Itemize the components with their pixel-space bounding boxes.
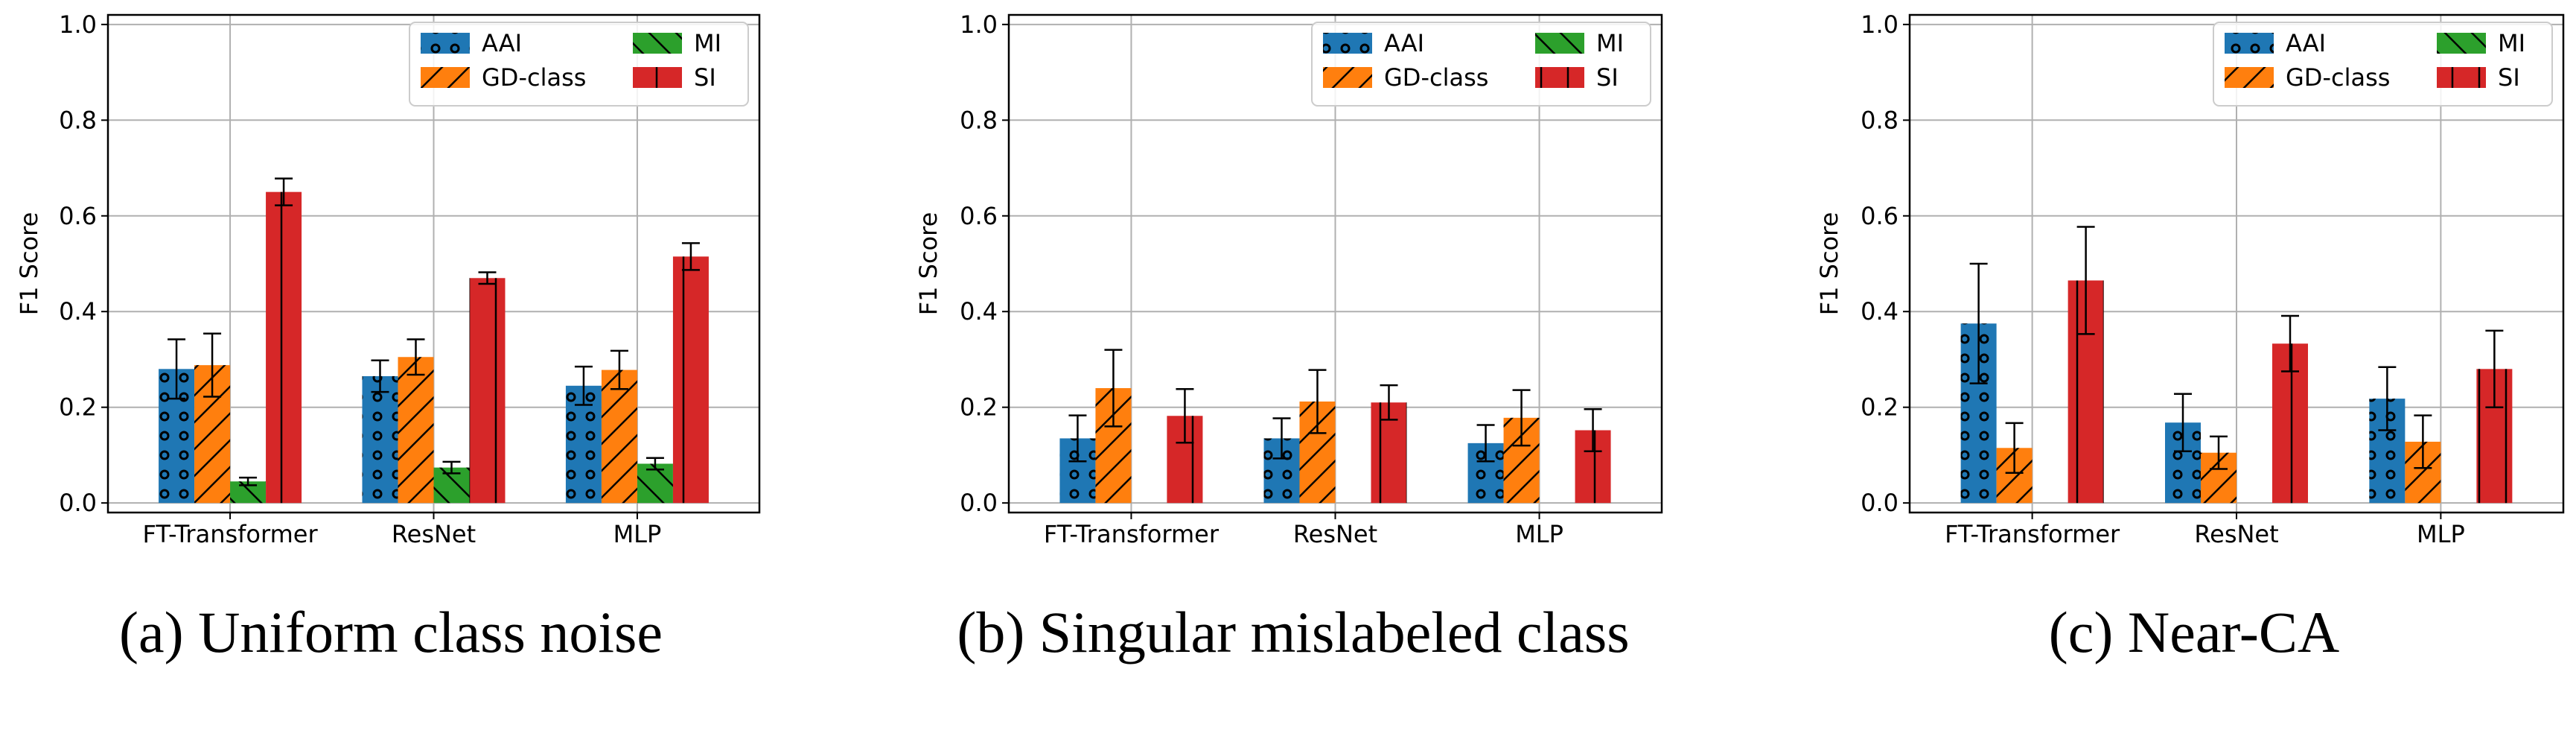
legend: AAI GD-class MI SI — [409, 22, 749, 107]
y-tick-label: 0.8 — [960, 106, 998, 134]
bar-hatch — [266, 191, 302, 504]
y-tick-label: 0.6 — [960, 202, 998, 230]
y-tick-label: 0.2 — [1861, 393, 1898, 422]
y-tick-label: 1.0 — [59, 10, 97, 39]
y-tick-label: 0.0 — [1861, 489, 1898, 517]
x-tick-label: ResNet — [1293, 520, 1377, 548]
x-tick-label: FT-Transformer — [143, 520, 319, 548]
legend-swatch-hatch — [1323, 33, 1372, 54]
y-tick-label: 0.6 — [59, 202, 97, 230]
bar-hatch — [398, 357, 434, 504]
y-tick-label: 0.2 — [960, 393, 998, 422]
legend-label-si: SI — [694, 63, 716, 92]
chart-caption: (b) Singular mislabeled class — [957, 600, 1629, 665]
legend-swatch-hatch — [1535, 33, 1584, 54]
chart-panel-2: 0.0 0.2 0.4 0.6 0.8 1.0 FT-Transformer ResNet ML… — [914, 10, 1663, 665]
chart-panel-1: 0.0 0.2 0.4 0.6 0.8 1.0 FT-Transformer ResNet ML… — [15, 10, 761, 665]
legend-label-si: SI — [2498, 63, 2520, 92]
y-axis-label: F1 Score — [15, 212, 43, 316]
y-tick-label: 0.0 — [960, 489, 998, 517]
chart-caption: (a) Uniform class noise — [119, 600, 663, 665]
chart-caption: (c) Near-CA — [2049, 600, 2339, 665]
legend-label-mi: MI — [2498, 29, 2525, 57]
legend-label-mi: MI — [1596, 29, 1624, 57]
x-tick-label: MLP — [613, 520, 662, 548]
legend-label-aai: AAI — [2286, 29, 2326, 57]
y-tick-label: 0.4 — [960, 297, 998, 326]
legend: AAI GD-class MI SI — [2213, 22, 2553, 107]
y-axis-label: F1 Score — [1815, 212, 1843, 316]
legend-label-gd-class: GD-class — [2286, 63, 2390, 92]
y-tick-label: 0.8 — [59, 106, 97, 134]
x-tick-label: FT-Transformer — [1044, 520, 1220, 548]
legend-swatch-hatch — [633, 33, 682, 54]
x-tick-label: FT-Transformer — [1945, 520, 2120, 548]
chart-panel-3: 0.0 0.2 0.4 0.6 0.8 1.0 FT-Transformer ResNet ML… — [1815, 10, 2565, 665]
legend-swatch-hatch — [421, 67, 470, 88]
y-tick-label: 0.8 — [1861, 106, 1898, 134]
legend: AAI GD-class MI SI — [1311, 22, 1651, 107]
legend-swatch-hatch — [2437, 33, 2486, 54]
y-tick-label: 0.4 — [1861, 297, 1898, 326]
bar-hatch — [601, 370, 637, 504]
legend-label-gd-class: GD-class — [1384, 63, 1488, 92]
legend-label-mi: MI — [694, 29, 721, 57]
bar-hatch — [362, 375, 398, 504]
bar-hatch — [469, 278, 506, 504]
legend-swatch-hatch — [2225, 33, 2274, 54]
legend-swatch-hatch — [1535, 67, 1584, 88]
y-tick-label: 1.0 — [960, 10, 998, 39]
legend-swatch-hatch — [421, 33, 470, 54]
legend-swatch-hatch — [2437, 67, 2486, 88]
x-tick-label: ResNet — [392, 520, 476, 548]
y-tick-label: 0.4 — [59, 297, 97, 326]
legend-label-aai: AAI — [1384, 29, 1424, 57]
legend-label-aai: AAI — [482, 29, 522, 57]
y-tick-label: 0.2 — [59, 393, 97, 422]
y-tick-label: 0.0 — [59, 489, 97, 517]
x-tick-label: MLP — [1515, 520, 1563, 548]
legend-swatch-hatch — [2225, 67, 2274, 88]
y-axis-label: F1 Score — [914, 212, 943, 316]
legend-label-si: SI — [1596, 63, 1619, 92]
bar-hatch — [672, 256, 709, 504]
y-tick-label: 1.0 — [1861, 10, 1898, 39]
y-tick-label: 0.6 — [1861, 202, 1898, 230]
legend-swatch-hatch — [633, 67, 682, 88]
legend-label-gd-class: GD-class — [482, 63, 586, 92]
x-tick-label: MLP — [2417, 520, 2465, 548]
x-tick-label: ResNet — [2194, 520, 2278, 548]
legend-swatch-hatch — [1323, 67, 1372, 88]
